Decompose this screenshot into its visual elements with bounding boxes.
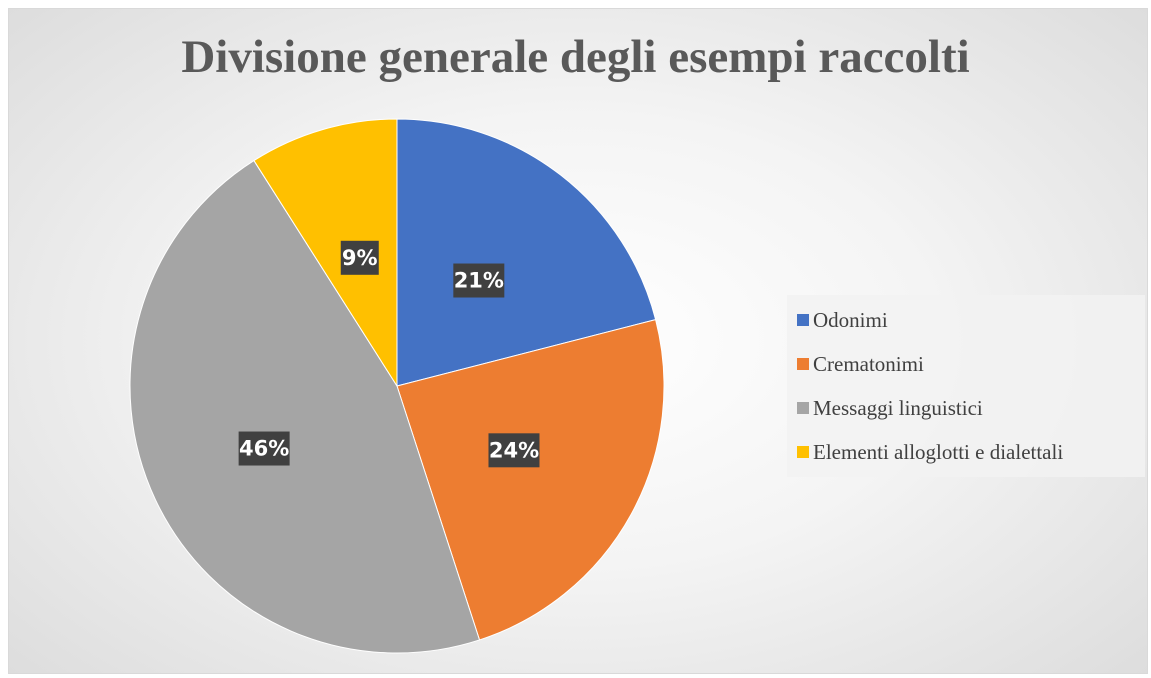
legend-swatch-crematonimi [797, 358, 809, 370]
legend-swatch-elementi-alloglotti [797, 446, 809, 458]
data-label-text-odonimi: 21% [454, 269, 504, 293]
legend-label-odonimi: Odonimi [813, 307, 888, 332]
data-label-box-messaggi-linguistici [238, 431, 290, 466]
chart-title: Divisione generale degli esempi raccolti [181, 31, 970, 83]
legend-label-elementi-alloglotti: Elementi alloglotti e dialettali [813, 439, 1064, 464]
data-label-box-crematonimi [488, 433, 540, 468]
pie-slice-elementi-alloglotti [253, 118, 398, 388]
pie-slice-odonimi [396, 118, 657, 387]
data-label-odonimi: 21% [453, 263, 505, 298]
legend-label-crematonimi: Crematonimi [813, 351, 924, 376]
pie-slice-messaggi-linguistici [129, 159, 481, 654]
data-label-text-elementi-alloglotti: 9% [342, 246, 378, 270]
legend-item-elementi-alloglotti: Elementi alloglotti e dialettali [797, 437, 1063, 467]
data-label-text-crematonimi: 24% [489, 438, 539, 462]
data-label-messaggi-linguistici: 46% [238, 431, 290, 466]
legend-label-messaggi-linguistici: Messaggi linguistici [813, 395, 983, 420]
data-label-crematonimi: 24% [488, 433, 540, 468]
pie-slice-crematonimi [396, 318, 665, 641]
legend-item-crematonimi: Crematonimi [797, 349, 924, 379]
chart-legend: Odonimi Crematonimi Messaggi linguistici… [787, 295, 1145, 477]
legend-item-odonimi: Odonimi [797, 305, 888, 335]
data-label-text-messaggi-linguistici: 46% [239, 437, 289, 461]
data-label-box-elementi-alloglotti [340, 240, 379, 275]
legend-swatch-messaggi-linguistici [797, 402, 809, 414]
legend-item-messaggi-linguistici: Messaggi linguistici [797, 393, 983, 423]
legend-swatch-odonimi [797, 314, 809, 326]
data-label-box-odonimi [453, 263, 505, 298]
data-label-elementi-alloglotti: 9% [340, 240, 379, 275]
